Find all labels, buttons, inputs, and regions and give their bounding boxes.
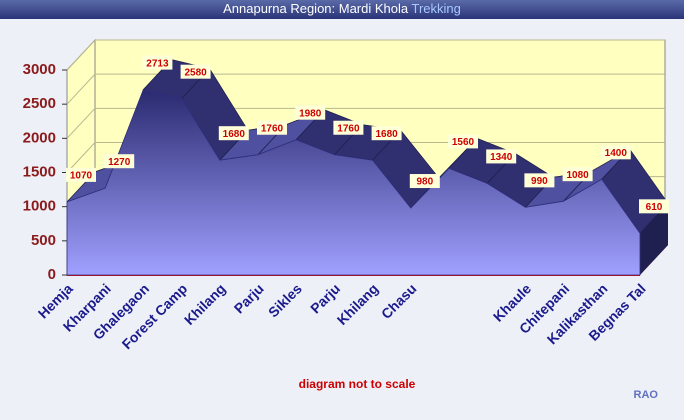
y-tick-label: 3000 [23, 61, 56, 78]
value-label-box [486, 149, 517, 164]
y-tick-label: 1500 [23, 163, 56, 180]
credit: RAO [634, 389, 659, 401]
value-label: 1340 [490, 152, 513, 163]
value-label: 980 [416, 177, 433, 188]
value-label: 1400 [605, 148, 628, 159]
value-label-box [524, 173, 555, 188]
value-label-box [409, 174, 440, 189]
value-label-box [600, 145, 631, 160]
x-tick-label: Sikles [265, 280, 305, 320]
x-tick-label: Khilang [334, 280, 382, 328]
value-label: 610 [646, 202, 663, 213]
title-bar [0, 0, 684, 19]
grid-line [66, 73, 666, 105]
value-label-box [333, 120, 364, 135]
value-label-box [371, 126, 402, 141]
value-label-box [257, 120, 287, 135]
value-label: 1070 [70, 171, 93, 182]
value-label-box [142, 55, 173, 70]
value-label: 1680 [375, 129, 398, 140]
title-highlight: Trekking [412, 1, 461, 16]
value-label-box [218, 126, 249, 141]
value-label-box [562, 167, 593, 182]
value-label-box [295, 105, 326, 120]
value-label: 2580 [184, 67, 207, 78]
y-tick-label: 2500 [23, 95, 56, 112]
y-tick-label: 500 [31, 232, 56, 249]
value-label: 1270 [108, 157, 131, 168]
value-label: 990 [531, 176, 548, 187]
y-tick-label: 2000 [23, 129, 56, 146]
chart-title: Annapurna Region: Mardi Khola Trekking [223, 1, 461, 16]
value-label: 1560 [452, 137, 475, 148]
y-tick-label: 0 [48, 266, 56, 283]
x-tick-label: Khilang [181, 280, 229, 328]
grid-line [66, 39, 666, 71]
area [66, 89, 641, 276]
note: diagram not to scale [299, 377, 416, 391]
value-label-box [180, 64, 211, 79]
title-main: Annapurna Region: Mardi Khola [223, 1, 409, 16]
x-tick-label: Parju [307, 280, 343, 316]
x-tick-label: Parju [231, 280, 267, 316]
y-tick-label: 1000 [23, 198, 56, 215]
value-label: 1760 [337, 123, 360, 134]
x-tick-label: Chasu [378, 280, 420, 322]
value-label-box [66, 167, 96, 182]
value-label-box [104, 154, 135, 169]
area-side [640, 203, 668, 275]
value-label: 1080 [566, 170, 589, 181]
value-label-box [639, 199, 669, 214]
value-label: 1980 [299, 108, 322, 119]
grid-line [66, 107, 666, 139]
value-label-box [448, 134, 478, 149]
value-label: 2713 [146, 58, 169, 69]
value-label: 1760 [261, 123, 284, 134]
value-label: 1680 [223, 129, 246, 140]
